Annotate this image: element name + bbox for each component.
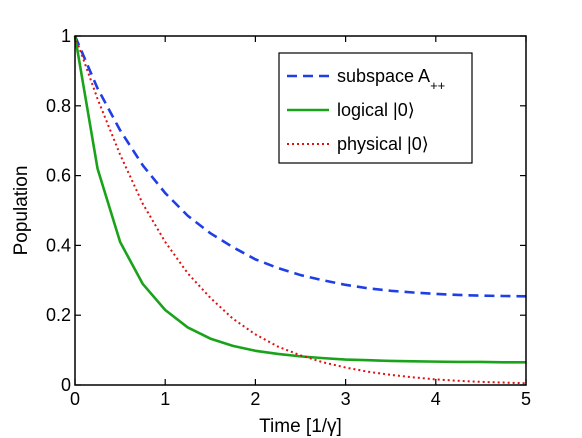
x-tick-label: 2 [250,389,260,409]
y-tick-label: 1 [61,26,71,46]
legend: subspace A++logical |0⟩physical |0⟩ [278,52,473,164]
legend-subscript: ++ [430,78,445,93]
x-axis-title: Time [1/γ] [259,416,342,437]
ticks-layer: 0 1 2 3 4 5 0 0.2 0.4 0.6 0.8 1 [46,26,531,409]
y-tick-label: 0.4 [46,235,71,255]
x-tick-label: 3 [341,389,351,409]
series-line-3 [74,35,527,385]
axes-layer [74,35,527,386]
legend-box [278,52,473,164]
x-tick-label: 5 [521,389,531,409]
x-tick-label: 4 [431,389,441,409]
series-line-2 [73,35,526,364]
series-line-1 [73,35,527,298]
legend-label-3: physical |0⟩ [337,134,429,154]
series-layer [73,35,527,385]
plot-frame [74,35,527,386]
y-tick-label: 0 [61,375,71,395]
legend-label-2: logical |0⟩ [337,100,415,120]
y-axis-title: Population [11,166,32,256]
y-tick-label: 0.6 [46,166,71,186]
x-tick-label: 0 [70,389,80,409]
y-tick-label: 0.8 [46,96,71,116]
y-tick-label: 0.2 [46,305,71,325]
x-tick-label: 1 [160,389,170,409]
